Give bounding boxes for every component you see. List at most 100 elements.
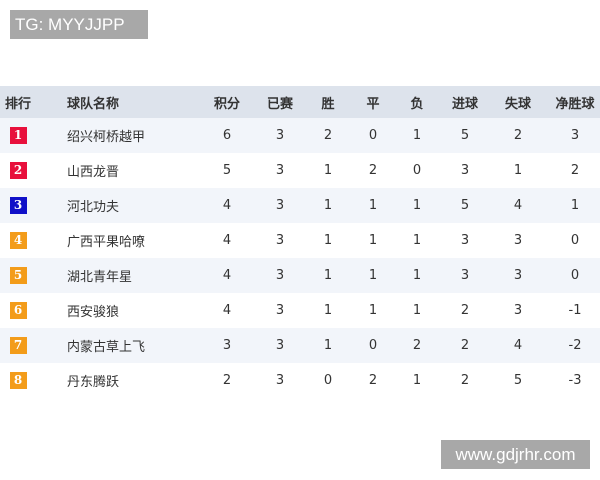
goals-against-cell: 2: [513, 128, 523, 143]
wins-cell: 1: [323, 233, 333, 248]
goals-against-cell: 3: [513, 268, 523, 283]
goals-for-cell: 2: [460, 303, 470, 318]
table-header: 排行 球队名称 积分 已赛 胜 平 负 进球 失球 净胜球: [0, 86, 600, 118]
goal-diff-cell: 2: [570, 163, 580, 178]
table-row: 1 绍兴柯桥越甲 6 3 2 0 1 5 2 3: [0, 118, 600, 153]
goals-against-cell: 4: [513, 338, 523, 353]
points-cell: 2: [222, 373, 232, 388]
draws-cell: 1: [368, 233, 378, 248]
table-row: 5 湖北青年星 4 3 1 1 1 3 3 0: [0, 258, 600, 293]
draws-cell: 2: [368, 373, 378, 388]
rank-badge: 5: [9, 267, 27, 284]
losses-cell: 2: [412, 338, 422, 353]
goal-diff-cell: 0: [570, 268, 580, 283]
header-goals-for: 进球: [451, 96, 478, 112]
rank-cell: 6: [0, 302, 36, 319]
goals-for-cell: 3: [460, 268, 470, 283]
rank-cell: 8: [0, 372, 36, 389]
team-name: 丹东腾跃: [67, 375, 120, 390]
table-row: 6 西安骏狼 4 3 1 1 1 2 3 -1: [0, 293, 600, 328]
team-name: 广西平果哈嘹: [67, 235, 146, 250]
points-cell: 6: [222, 128, 232, 143]
standings-table: 排行 球队名称 积分 已赛 胜 平 负 进球 失球 净胜球 1 绍兴柯桥越甲 6 3 2…: [0, 86, 600, 398]
goals-for-cell: 3: [460, 233, 470, 248]
rank-badge: 6: [9, 302, 27, 319]
played-cell: 3: [275, 233, 285, 248]
draws-cell: 1: [368, 303, 378, 318]
goals-for-cell: 2: [460, 373, 470, 388]
table-row: 7 内蒙古草上飞 3 3 1 0 2 2 4 -2: [0, 328, 600, 363]
header-points: 积分: [213, 96, 240, 112]
rank-cell: 2: [0, 162, 36, 179]
goals-against-cell: 3: [513, 303, 523, 318]
wins-cell: 1: [323, 303, 333, 318]
goal-diff-cell: -2: [568, 338, 582, 353]
goal-diff-cell: -3: [568, 373, 582, 388]
rank-badge: 1: [9, 127, 27, 144]
team-name: 山西龙晋: [67, 165, 120, 180]
watermark: www.gdjrhr.com: [441, 440, 590, 469]
header-goal-diff: 净胜球: [555, 96, 595, 112]
goals-for-cell: 5: [460, 128, 470, 143]
rank-badge: 7: [9, 337, 27, 354]
played-cell: 3: [275, 338, 285, 353]
wins-cell: 1: [323, 198, 333, 213]
played-cell: 3: [275, 303, 285, 318]
goal-diff-cell: 3: [570, 128, 580, 143]
points-cell: 4: [222, 268, 232, 283]
team-name: 西安骏狼: [67, 305, 120, 320]
losses-cell: 1: [412, 268, 422, 283]
goals-against-cell: 3: [513, 233, 523, 248]
table-row: 3 河北功夫 4 3 1 1 1 5 4 1: [0, 188, 600, 223]
wins-cell: 1: [323, 268, 333, 283]
played-cell: 3: [275, 128, 285, 143]
draws-cell: 2: [368, 163, 378, 178]
played-cell: 3: [275, 268, 285, 283]
table-row: 8 丹东腾跃 2 3 0 2 1 2 5 -3: [0, 363, 600, 398]
losses-cell: 1: [412, 303, 422, 318]
draws-cell: 0: [368, 128, 378, 143]
losses-cell: 1: [412, 233, 422, 248]
draws-cell: 1: [368, 198, 378, 213]
tg-label: TG: MYYJJPP: [10, 10, 148, 39]
rank-badge: 2: [9, 162, 27, 179]
goals-for-cell: 5: [460, 198, 470, 213]
wins-cell: 2: [323, 128, 333, 143]
losses-cell: 1: [412, 373, 422, 388]
rank-badge: 3: [9, 197, 27, 214]
rank-cell: 4: [0, 232, 36, 249]
team-name: 河北功夫: [67, 200, 120, 215]
points-cell: 4: [222, 198, 232, 213]
wins-cell: 0: [323, 373, 333, 388]
goal-diff-cell: 0: [570, 233, 580, 248]
goals-against-cell: 5: [513, 373, 523, 388]
header-team: 球队名称: [67, 96, 120, 112]
rank-badge: 4: [9, 232, 27, 249]
goal-diff-cell: 1: [570, 198, 580, 213]
team-name: 内蒙古草上飞: [67, 340, 146, 355]
draws-cell: 0: [368, 338, 378, 353]
goals-against-cell: 1: [513, 163, 523, 178]
rank-cell: 5: [0, 267, 36, 284]
losses-cell: 1: [412, 128, 422, 143]
rank-cell: 1: [0, 127, 36, 144]
team-name: 湖北青年星: [67, 270, 133, 285]
header-losses: 负: [410, 96, 424, 112]
points-cell: 3: [222, 338, 232, 353]
wins-cell: 1: [323, 338, 333, 353]
played-cell: 3: [275, 163, 285, 178]
points-cell: 4: [222, 303, 232, 318]
points-cell: 5: [222, 163, 232, 178]
header-draws: 平: [366, 96, 380, 112]
rank-cell: 3: [0, 197, 36, 214]
rank-cell: 7: [0, 337, 36, 354]
rank-badge: 8: [9, 372, 27, 389]
points-cell: 4: [222, 233, 232, 248]
goals-for-cell: 2: [460, 338, 470, 353]
goals-against-cell: 4: [513, 198, 523, 213]
header-rank: 排行: [4, 96, 31, 112]
goals-for-cell: 3: [460, 163, 470, 178]
table-row: 2 山西龙晋 5 3 1 2 0 3 1 2: [0, 153, 600, 188]
header-played: 已赛: [266, 96, 293, 112]
played-cell: 3: [275, 198, 285, 213]
